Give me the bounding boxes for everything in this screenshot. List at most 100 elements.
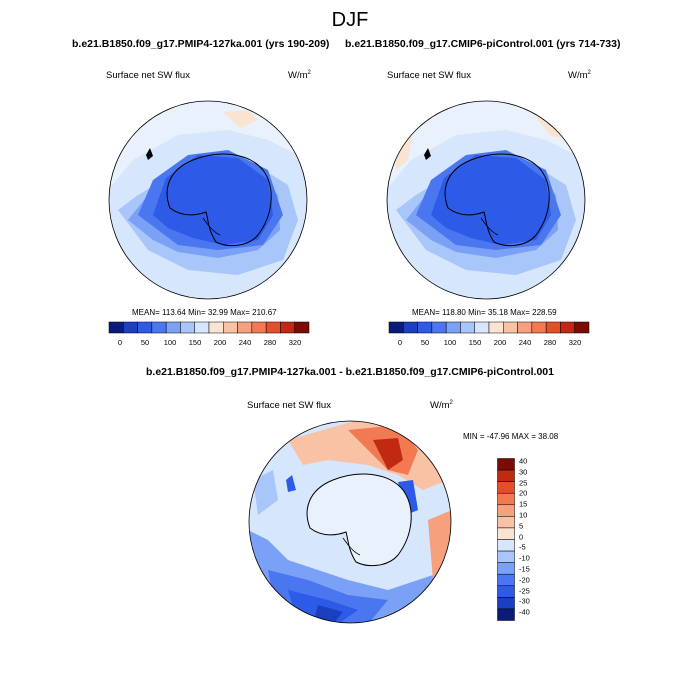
panel-3-colorbar-swatch <box>497 492 515 506</box>
panel-1-peninsula-edge <box>146 148 153 160</box>
panel-1-colorbar-tick-label: 0 <box>117 338 123 347</box>
panel-3-colorbar-tick-label: -40 <box>519 607 530 617</box>
panel-2-outer-band <box>387 101 585 190</box>
panel-1-colorbar-swatch <box>165 321 181 334</box>
panel-3-colorbar-tick-label: -20 <box>519 575 530 585</box>
figure-title: DJF <box>331 9 369 31</box>
panel-2-colorbar-swatch <box>431 321 447 334</box>
panel-1-colorbar-swatch <box>280 321 295 334</box>
panel-3-colorbar-tick-label: -15 <box>519 564 530 574</box>
panel-2-map-border <box>386 100 586 300</box>
panel-3-units: W/m2 <box>430 400 453 412</box>
panel-3-colorbar <box>497 458 515 621</box>
panel-2-colorbar-swatch <box>545 321 561 334</box>
panel-3-colorbar-tick-label: 40 <box>519 456 528 466</box>
panel-3-colorbar-tick-label: 0 <box>519 532 524 542</box>
panel-2-colorbar-swatch <box>460 321 475 334</box>
panel-2-ross-shelf <box>480 217 499 236</box>
panel-2-colorbar-swatch <box>474 321 490 334</box>
panel-2-colorbar-tick-label: 240 <box>518 338 532 347</box>
panel-1-colorbar-swatch <box>208 321 224 334</box>
panel-1-colorbar-swatch <box>108 321 124 334</box>
panel-3-case-title: b.e21.B1850.f09_g17.PMIP4-127ka.001 - b.… <box>146 366 554 378</box>
panel-1-colorbar-swatch <box>294 321 310 334</box>
panel-1-colorbar-tick-label: 280 <box>263 338 277 347</box>
panel-3-colorbar-swatch <box>497 527 515 540</box>
panel-3-colorbar-swatch <box>497 539 515 552</box>
panel-2-colorbar-swatch <box>503 321 518 334</box>
panel-3-colorbar-tick-label: -30 <box>519 596 530 606</box>
panel-3-colorbar-swatch <box>497 585 515 598</box>
panel-1-units: W/m2 <box>288 70 311 82</box>
panel-2-coastline <box>444 153 550 247</box>
panel-3-colorbar-labels: 40 30 25 20 15 10 5 0 -5 -10 -15 -20 -25 -30 -40 <box>519 456 549 622</box>
panel-1-stats: MEAN= 113.64 Min= 32.99 Max= 210.67 <box>132 308 277 317</box>
panel-3-colorbar-swatch <box>497 573 515 587</box>
panel-3-colorbar-swatch <box>497 550 515 563</box>
panel-3-colorbar-swatch <box>497 504 515 517</box>
panel-1-colorbar-tick-label: 150 <box>188 338 202 347</box>
panel-3-colorbar-tick-label: -25 <box>519 586 530 596</box>
panel-1-variable-label: Surface net SW flux <box>106 70 190 81</box>
panel-3-colorbar-tick-label: 10 <box>519 510 528 520</box>
panel-2-peninsula-edge <box>424 148 431 160</box>
panel-2-case-title: b.e21.B1850.f09_g17.CMIP6-piControl.001 … <box>345 38 621 50</box>
panel-2-stats: MEAN= 118.80 Min= 35.18 Max= 228.59 <box>412 308 557 317</box>
panel-1-outer-band <box>109 101 307 190</box>
panel-3-colorbar-tick-label: -5 <box>519 542 526 552</box>
panel-2-variable-label: Surface net SW flux <box>387 70 471 81</box>
panel-2-colorbar-swatch <box>560 321 575 334</box>
panel-1-colorbar-swatch <box>194 321 210 334</box>
panel-1-case-title: b.e21.B1850.f09_g17.PMIP4-127ka.001 (yrs… <box>72 38 330 50</box>
panel-3-colorbar-swatch <box>497 608 515 621</box>
panel-1-colorbar <box>108 321 310 334</box>
panel-1-coastline <box>166 153 272 247</box>
panel-3-colorbar-swatch <box>497 597 515 610</box>
panel-3-peninsula-cool <box>286 475 296 492</box>
panel-2-colorbar-labels: 0 50 100 150 200 240 280 320 <box>388 338 598 348</box>
panel-1-map-border <box>108 100 308 300</box>
panel-3-west-cool <box>253 470 278 515</box>
panel-1-colorbar-tick-label: 100 <box>163 338 177 347</box>
panel-1-colorbar-swatch <box>137 321 153 334</box>
panel-2-colorbar <box>388 321 590 334</box>
panel-3-antarctica <box>306 473 412 567</box>
panel-3-variable-label: Surface net SW flux <box>247 400 331 411</box>
panel-2-colorbar-tick-label: 100 <box>443 338 457 347</box>
panel-1-colorbar-swatch <box>237 321 253 334</box>
panel-1-colorbar-labels: 0 50 100 150 200 240 280 320 <box>108 338 318 348</box>
panel-3-east-cool <box>398 480 418 515</box>
panel-3-colorbar-tick-label: -10 <box>519 553 530 563</box>
panel-1-colorbar-swatch <box>123 321 138 334</box>
panel-2-colorbar-swatch <box>403 321 418 334</box>
panel-3-polar-map <box>248 420 452 624</box>
panel-1-polar-map <box>108 100 308 300</box>
panel-2-colorbar-swatch <box>445 321 461 334</box>
panel-3-map-border <box>248 420 452 624</box>
panel-3-colorbar-swatch <box>497 562 515 575</box>
panel-2-colorbar-swatch <box>531 321 547 334</box>
panel-2-colorbar-swatch <box>517 321 533 334</box>
panel-2-colorbar-tick-label: 50 <box>420 338 430 347</box>
panel-1-antarctica-interior <box>153 155 273 245</box>
panel-2-colorbar-swatch <box>417 321 433 334</box>
panel-3-colorbar-swatch <box>497 458 515 471</box>
panel-3-colorbar-tick-label: 20 <box>519 488 528 498</box>
panel-3-ross-shelf <box>342 537 361 556</box>
panel-1-colorbar-tick-label: 200 <box>213 338 227 347</box>
panel-2-colorbar-tick-label: 280 <box>543 338 557 347</box>
panel-2-colorbar-tick-label: 150 <box>468 338 482 347</box>
panel-3-colorbar-swatch <box>497 516 515 529</box>
panel-2-colorbar-tick-label: 200 <box>493 338 507 347</box>
panel-1-colorbar-tick-label: 320 <box>288 338 302 347</box>
panel-1-colorbar-swatch <box>180 321 195 334</box>
panel-2-colorbar-swatch <box>574 321 590 334</box>
panel-2-units: W/m2 <box>568 70 591 82</box>
panel-2-colorbar-tick-label: 320 <box>568 338 582 347</box>
panel-2-colorbar-tick-label: 0 <box>397 338 403 347</box>
panel-1-colorbar-swatch <box>265 321 281 334</box>
panel-1-colorbar-tick-label: 240 <box>238 338 252 347</box>
panel-3-colorbar-tick-label: 5 <box>519 521 524 531</box>
panel-1-colorbar-swatch <box>251 321 267 334</box>
panel-3-colorbar-tick-label: 25 <box>519 478 528 488</box>
